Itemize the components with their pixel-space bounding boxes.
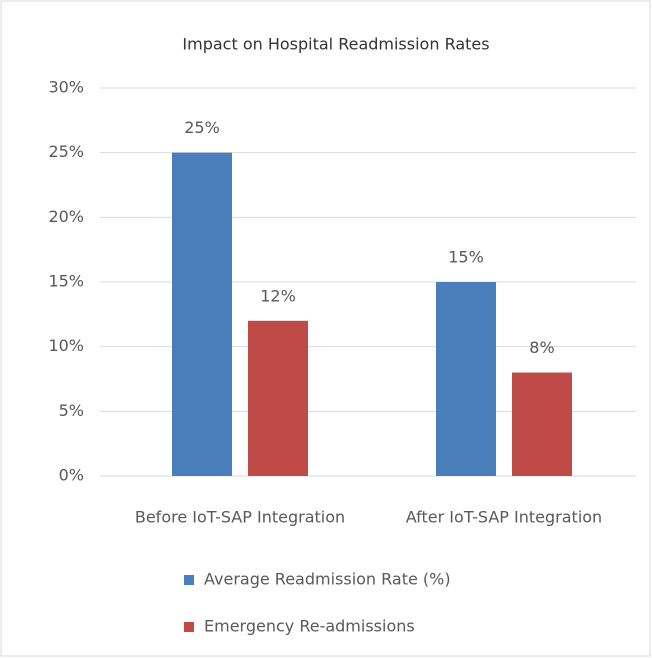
bar xyxy=(436,282,496,476)
legend-label: Emergency Re-admissions xyxy=(204,617,415,636)
x-tick-label: Before IoT-SAP Integration xyxy=(135,508,345,527)
chart-title: Impact on Hospital Readmission Rates xyxy=(182,35,489,54)
legend-label: Average Readmission Rate (%) xyxy=(204,570,451,589)
legend-swatch xyxy=(184,622,194,632)
legend-swatch xyxy=(184,575,194,585)
data-label: 25% xyxy=(184,118,220,137)
y-tick-label: 25% xyxy=(48,142,84,161)
data-label: 12% xyxy=(260,286,296,305)
bar xyxy=(512,372,572,476)
x-tick-label: After IoT-SAP Integration xyxy=(406,508,602,527)
y-tick-label: 20% xyxy=(48,207,84,226)
y-tick-label: 30% xyxy=(48,78,84,97)
bar xyxy=(172,152,232,476)
y-tick-label: 5% xyxy=(59,401,84,420)
y-tick-label: 10% xyxy=(48,336,84,355)
y-tick-label: 0% xyxy=(59,466,84,485)
data-label: 15% xyxy=(448,248,484,267)
bar xyxy=(248,320,308,476)
y-tick-label: 15% xyxy=(48,272,84,291)
data-label: 8% xyxy=(529,338,554,357)
